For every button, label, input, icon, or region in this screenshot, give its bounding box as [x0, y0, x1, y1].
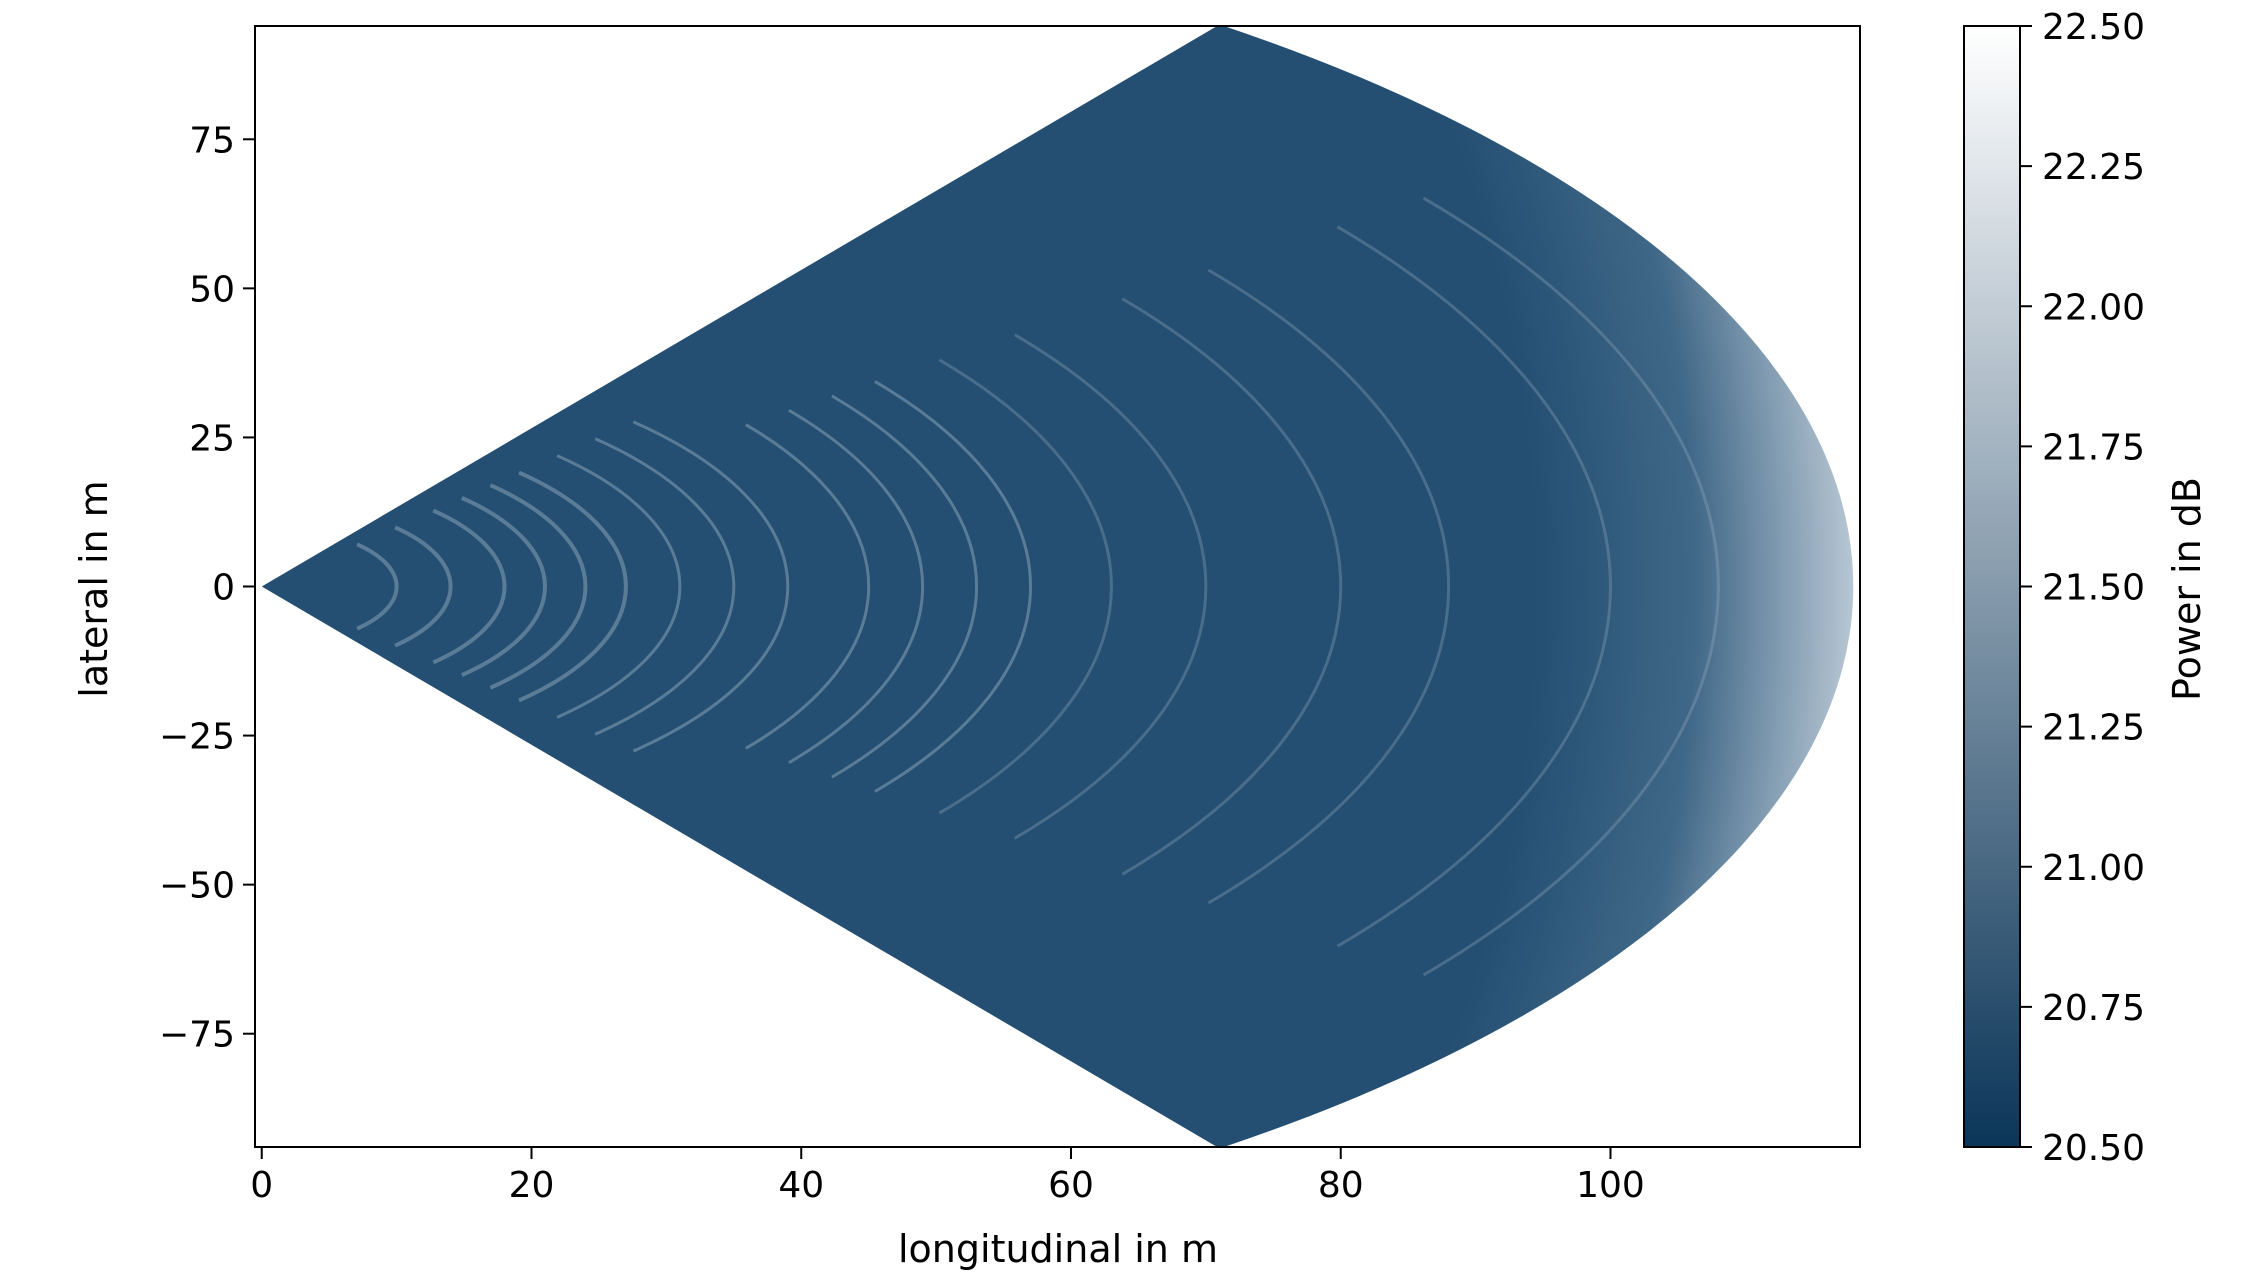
range-ring: [489, 483, 588, 690]
y-axis-ticks: 75 50 25 0 −25 −50 −75: [159, 120, 255, 1056]
range-ring: [556, 454, 682, 719]
x-tick-label: 40: [778, 1165, 824, 1206]
range-ring: [594, 437, 736, 736]
range-ring: [874, 380, 1033, 793]
x-tick-label: 60: [1048, 1165, 1094, 1206]
range-ring: [1207, 268, 1451, 905]
x-tick-label: 100: [1576, 1165, 1645, 1206]
range-ring: [432, 508, 507, 665]
y-tick-label: −50: [159, 866, 235, 907]
x-tick-label: 0: [250, 1165, 273, 1206]
y-tick-label: 50: [189, 269, 235, 310]
colorbar-tick-label: 20.75: [2042, 988, 2145, 1029]
colorbar-gradient-bar: [1963, 25, 2021, 1148]
colorbar-tick-label: 20.50: [2042, 1128, 2145, 1169]
y-tick-label: 0: [212, 568, 235, 609]
x-tick-label: 20: [509, 1165, 555, 1206]
colorbar-ticks: 20.50 20.75 21.00 21.25 21.50 21.75 22.00 22.25…: [2020, 7, 2145, 1169]
range-ring: [632, 420, 790, 753]
colorbar-tick-label: 21.75: [2042, 427, 2145, 468]
y-tick-label: −75: [159, 1015, 235, 1056]
x-axis-ticks: 0 20 40 60 80 100: [250, 1147, 1645, 1206]
colorbar: 20.50 20.75 21.00 21.25 21.50 21.75 22.00 22.25…: [1963, 7, 2209, 1169]
range-rings: [356, 196, 1720, 977]
colorbar-tick-label: 21.00: [2042, 848, 2145, 889]
x-axis-label: longitudinal in m: [898, 1227, 1218, 1271]
range-ring: [938, 358, 1113, 815]
colorbar-tick-label: 21.50: [2042, 568, 2145, 609]
range-ring: [518, 470, 628, 703]
colorbar-tick-label: 22.25: [2042, 147, 2145, 188]
range-ring: [831, 394, 979, 779]
range-ring: [745, 423, 871, 750]
range-ring: [461, 496, 547, 677]
colorbar-label: Power in dB: [2165, 477, 2209, 701]
x-tick-label: 80: [1318, 1165, 1364, 1206]
y-tick-label: −25: [159, 717, 235, 758]
range-ring: [394, 525, 453, 648]
range-ring: [356, 542, 399, 631]
colorbar-tick-label: 22.50: [2042, 7, 2145, 48]
range-ring: [1422, 196, 1720, 977]
plot-area: 0 20 40 60 80 100 75 50 25 0 −25 −50 −75 longitudin…: [72, 25, 1861, 1271]
range-ring: [1336, 225, 1612, 948]
y-tick-label: 25: [189, 418, 235, 459]
y-tick-label: 75: [189, 120, 235, 161]
range-ring: [1014, 333, 1208, 840]
range-ring: [1121, 297, 1343, 876]
y-axis-label: lateral in m: [72, 480, 116, 697]
colorbar-tick-label: 22.00: [2042, 287, 2145, 328]
heatmap-sector: [261, 26, 1854, 1147]
colorbar-tick-label: 21.25: [2042, 708, 2145, 749]
range-ring: [788, 408, 925, 765]
